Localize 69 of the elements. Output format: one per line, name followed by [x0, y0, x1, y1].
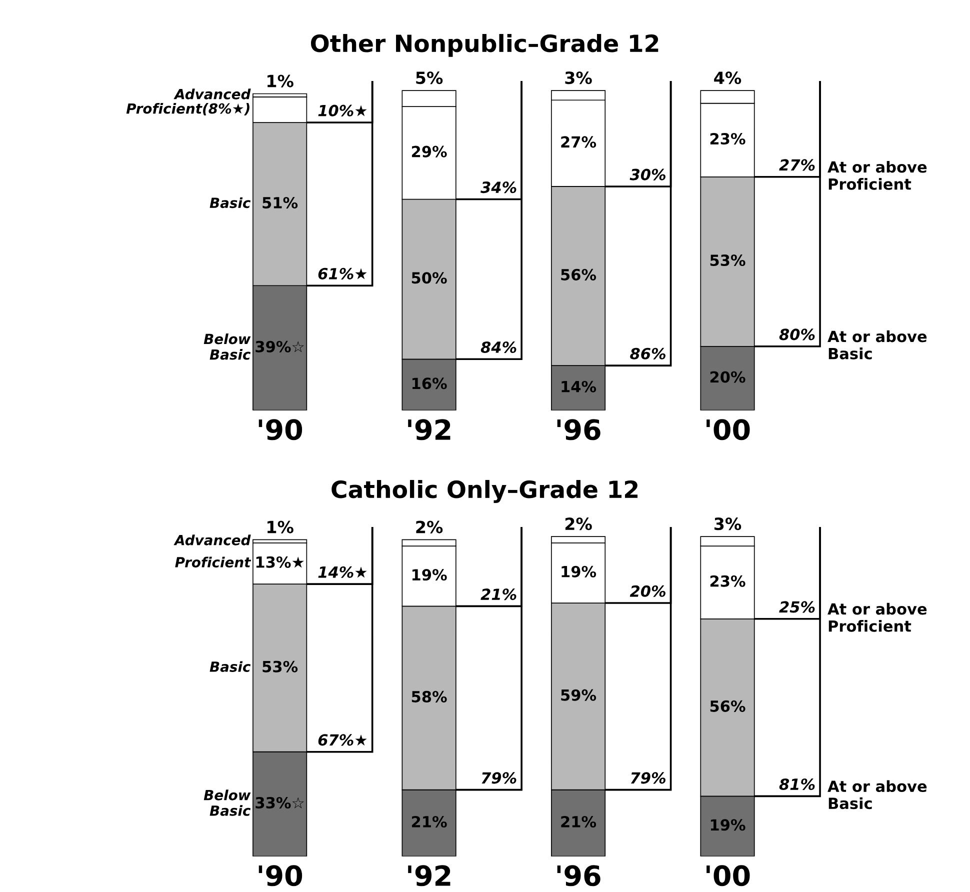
series-label: Below Basic	[204, 790, 251, 816]
text: At or above Proficient	[828, 602, 927, 632]
data-label: 21%	[561, 816, 596, 828]
annotation: 84%	[480, 341, 516, 353]
series-label: Proficient(8%★)	[126, 103, 250, 116]
series-label: Advanced	[174, 534, 251, 546]
chart-title: Catholic Only–Grade 12	[332, 480, 638, 504]
data-label: 16%	[412, 378, 447, 390]
data-label: 4%	[714, 72, 742, 84]
data-label: 53%	[262, 660, 298, 672]
data-label: 3%	[714, 518, 742, 530]
data-label: 13%★	[256, 556, 304, 568]
series-label: Basic	[210, 661, 251, 672]
data-label: 53%	[710, 254, 746, 266]
data-label: 27%	[561, 136, 596, 148]
annotation: 21%	[480, 588, 516, 600]
data-label: 19%	[562, 566, 596, 578]
data-label: 56%	[710, 700, 746, 712]
annotation: 67%★	[318, 734, 367, 746]
data-label: 3%	[565, 72, 592, 84]
data-label: 23%	[710, 575, 746, 587]
data-label: 58%	[412, 690, 447, 702]
series-label: Below Basic	[204, 333, 251, 360]
annotation: 86%	[630, 348, 666, 360]
annotation: 20%	[630, 585, 666, 597]
data-label: 19%	[710, 819, 746, 831]
annotation: 79%	[482, 772, 516, 784]
data-label: 59%	[561, 689, 596, 701]
chart-title: Other Nonpublic–Grade 12	[310, 34, 658, 57]
annotation: 30%	[630, 168, 666, 180]
annotation: 61%★	[318, 268, 367, 280]
data-label: 19%	[412, 569, 447, 581]
data-label: 1%	[268, 74, 294, 88]
data-label: 14%	[562, 380, 596, 392]
data-label: 50%	[412, 272, 447, 284]
data-label: 2%	[565, 518, 592, 530]
data-label: 23%	[710, 132, 746, 145]
text: At or above Basic	[828, 330, 927, 360]
data-label: 39%☆	[256, 340, 304, 352]
data-label: 2%	[416, 520, 443, 534]
text: At or above Basic	[828, 780, 927, 810]
annotation: 10%★	[318, 104, 367, 116]
x-tick-label: '00	[706, 419, 750, 440]
annotation: 25%	[779, 601, 815, 613]
data-label: 51%	[262, 196, 298, 208]
data-label: 20%	[710, 371, 746, 383]
x-tick-label: '00	[706, 865, 750, 886]
data-label: 56%	[561, 268, 596, 280]
text: At or above Proficient	[828, 160, 927, 190]
annotation: 80%	[779, 328, 815, 340]
x-tick-label: '96	[557, 865, 600, 886]
x-tick-label: '90	[258, 419, 302, 440]
data-label: 5%	[416, 72, 443, 84]
annotation: 14%★	[318, 566, 367, 578]
annotation: 27%	[779, 159, 815, 171]
annotation: 81%	[779, 778, 815, 790]
x-tick-label: '92	[408, 419, 450, 440]
x-tick-label: '90	[258, 865, 302, 886]
series-label: Proficient	[175, 556, 252, 568]
annotation: 79%	[630, 772, 666, 784]
data-label: 33%☆	[256, 796, 304, 809]
annotation: 34%	[480, 182, 516, 194]
data-label: 29%	[412, 146, 447, 158]
x-tick-label: '96	[557, 419, 600, 440]
data-label: 21%	[412, 816, 447, 828]
data-label: 1%	[268, 520, 294, 534]
x-tick-label: '92	[408, 865, 450, 886]
series-label: Basic	[210, 197, 251, 208]
series-label: Advanced	[174, 88, 251, 100]
